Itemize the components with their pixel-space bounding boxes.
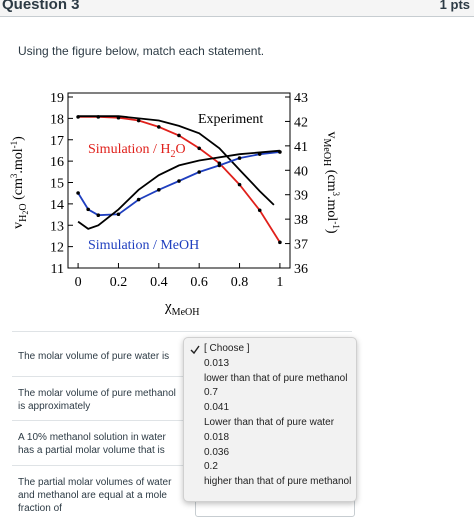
dropdown-option[interactable]: 0.041 (204, 402, 230, 414)
dropdown-option[interactable]: lower than that of pure methanol (204, 372, 348, 384)
dropdown-option[interactable]: 0.036 (204, 446, 230, 458)
data-point (177, 179, 181, 183)
label-part: 3 (331, 192, 341, 197)
data-point (86, 207, 90, 212)
series-line (77, 151, 280, 217)
x-tick-label: 1 (276, 275, 283, 290)
data-point (76, 191, 80, 195)
series-line (78, 115, 275, 206)
x-tick-label: 0.6 (190, 275, 208, 290)
data-point (197, 146, 201, 151)
label-part: (cm (324, 166, 339, 191)
y2-tick-label: 36 (294, 262, 308, 277)
statement-text: The partial molar volumes of water and m… (18, 477, 172, 514)
dropdown-option[interactable]: 0.018 (204, 431, 230, 443)
y-tick-label: 14 (50, 198, 64, 213)
data-point (157, 188, 161, 192)
question-title: Question 3 (2, 0, 80, 13)
dropdown-menu[interactable]: [ Choose ] 0.013 lower than that of pure m… (183, 337, 357, 502)
label-part: Experiment (198, 112, 263, 127)
label-part: O (175, 142, 185, 157)
y2-tick-label: 43 (294, 91, 308, 106)
y2-tick-label: 40 (294, 164, 308, 179)
series-line (77, 149, 280, 230)
y-axis-label: vH2O (cm3.mol-1) (9, 136, 30, 229)
label-part: (cm (11, 178, 26, 203)
y-tick-label: 18 (50, 112, 64, 127)
label-part: v (11, 222, 26, 229)
y-tick-label: 11 (51, 262, 64, 277)
label-part: Simulation / MeOH (88, 238, 199, 253)
data-point (278, 240, 282, 245)
label-part: ) (11, 136, 26, 141)
annotation: Simulation / MeOH (88, 238, 199, 253)
data-point (116, 212, 121, 217)
label-part: .mol (324, 196, 339, 221)
data-point (237, 182, 242, 187)
label-part: v (324, 132, 339, 139)
check-icon (190, 345, 200, 355)
question-header: Question 3 1 pts (0, 0, 474, 17)
statement-text: The molar volume of pure water is (18, 351, 170, 362)
dropdown-option[interactable]: 0.013 (204, 357, 230, 369)
points: 1 pts (439, 0, 470, 12)
x-axis-label: χMeOH (164, 299, 199, 318)
prompt: Using the figure below, match each state… (18, 44, 265, 58)
label-part: O (18, 203, 29, 210)
data-point (157, 125, 161, 129)
statement-text: The molar volume of pure methanol is app… (18, 388, 176, 412)
y-tick-label: 15 (50, 177, 64, 192)
statement-text: A 10% methanol solution in water has a p… (18, 432, 166, 456)
data-point (197, 170, 201, 174)
label-part: χ (164, 299, 172, 315)
data-point (217, 163, 222, 168)
label-part: 3 (9, 173, 19, 178)
label-part: .mol (11, 148, 26, 173)
x-tick-label: 0.4 (150, 275, 168, 290)
data-point (136, 197, 141, 202)
label-part: MeOH (172, 307, 200, 318)
annotation: Simulation / H2O (88, 142, 186, 160)
label-part: 2 (170, 149, 175, 160)
y2-tick-label: 38 (294, 213, 308, 228)
y2-tick-label: 41 (294, 140, 308, 155)
label-part: H (18, 215, 29, 222)
data-point (177, 133, 181, 138)
x-tick-label: 0.2 (110, 275, 128, 290)
y-tick-label: 17 (50, 134, 64, 149)
label-part: ) (324, 229, 339, 234)
y2-tick-label: 39 (294, 189, 308, 204)
label-part: -1 (9, 141, 19, 149)
x-tick-label: 0.8 (231, 275, 249, 290)
y-tick-label: 19 (50, 91, 64, 106)
x-tick-label: 0 (75, 275, 82, 290)
label-part: 2 (21, 211, 30, 215)
data-point (257, 208, 262, 213)
y-tick-label: 13 (50, 219, 64, 234)
dropdown-option[interactable]: 0.2 (204, 461, 218, 473)
label-part: Simulation / H (88, 142, 170, 157)
dropdown-option[interactable]: Lower than that of pure water (204, 417, 335, 428)
label-part: -1 (331, 221, 341, 229)
y2-tick-label: 42 (294, 115, 308, 130)
label-part: MeOH (321, 139, 332, 167)
dropdown-option[interactable]: [ Choose ] (204, 343, 250, 354)
y2-tick-label: 37 (294, 238, 308, 253)
dropdown-option[interactable]: 0.7 (204, 387, 218, 399)
annotation: Experiment (198, 112, 263, 127)
y-tick-label: 12 (50, 241, 64, 256)
y-tick-label: 16 (50, 155, 64, 170)
y2-axis-label: vMeOH (cm3.mol-1) (321, 132, 341, 234)
data-point (136, 118, 141, 123)
dropdown-option[interactable]: higher than that of pure methanol (204, 476, 352, 488)
plot-frame (67, 92, 291, 269)
data-point (96, 213, 101, 218)
data-point (237, 156, 242, 160)
